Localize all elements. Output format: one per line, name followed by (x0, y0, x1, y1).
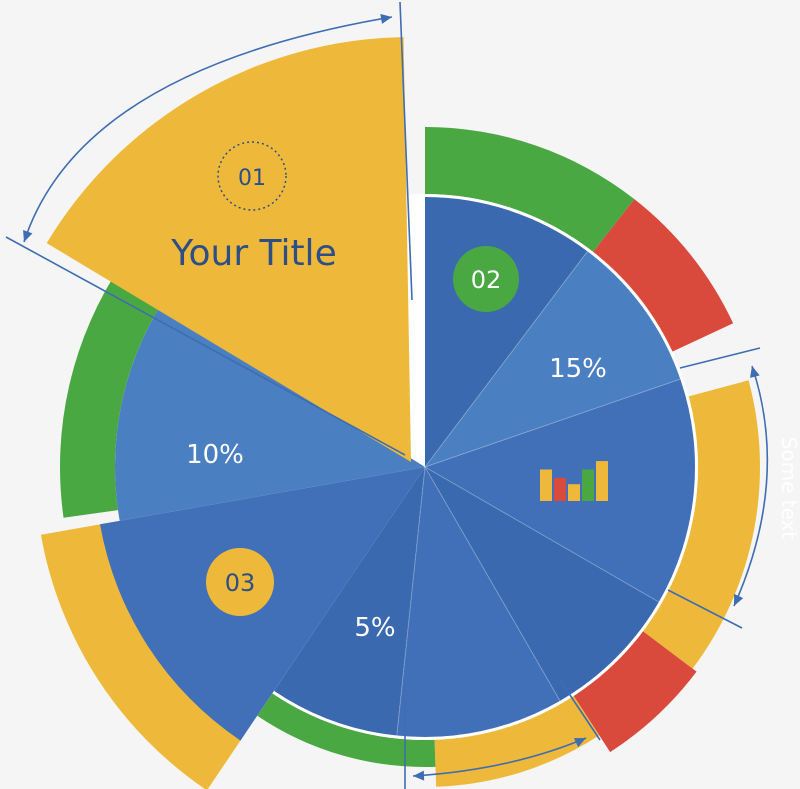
mini-bar (540, 469, 552, 501)
ring-red-top (593, 199, 734, 352)
mini-bar (568, 484, 580, 501)
slice-15-percent (425, 251, 681, 467)
arrow-head-title-end (380, 13, 392, 24)
arrow-head-bottom-left (413, 770, 425, 781)
slice-01-title (46, 37, 412, 462)
arrow-head-bottom-right (573, 738, 586, 748)
slice-divider (424, 251, 588, 468)
slice-divider (424, 378, 681, 468)
ring-green-top (425, 127, 635, 252)
slice-5-percent (274, 467, 425, 736)
ring-green-bottom (257, 693, 436, 767)
pie-slices (40, 37, 760, 789)
arrow-head-title-start (23, 229, 33, 242)
badge-03-circle (206, 548, 274, 616)
title-arc-arrow (23, 16, 393, 243)
dotted-circle-icon (217, 141, 287, 211)
ring-yellow-bottom (434, 695, 600, 787)
slice-divider (424, 466, 561, 702)
bottom-arc-arrow (412, 737, 587, 777)
title-slice-edge-line (399, 1, 413, 301)
ring-red-bottom (573, 631, 697, 753)
slice-bottom (396, 467, 560, 738)
title-slice-edge-line-left (5, 236, 406, 456)
bottom-edge-line-right (559, 679, 601, 741)
slice-number-01: 01 (238, 166, 266, 191)
mini-bar-chart-icon (540, 461, 608, 501)
slice-title: Your Title (170, 233, 336, 274)
percent-label-10: 10% (186, 440, 244, 470)
slice-right-lower (425, 467, 659, 701)
percent-label-5: 5% (354, 613, 395, 643)
mini-bar (582, 469, 594, 501)
arrow-head-right-bottom (734, 593, 744, 606)
right-edge-line-bottom (667, 589, 743, 629)
slice-divider (396, 466, 426, 736)
badge-02-circle (453, 246, 519, 312)
right-edge-line-top (679, 347, 761, 369)
ring-yellow-right (643, 380, 760, 669)
dimension-arrows (5, 1, 769, 789)
arrow-head-right-top (750, 366, 760, 378)
right-arc-arrow (733, 365, 769, 607)
ring-green-left (59, 262, 168, 518)
side-text: Some text (777, 437, 800, 540)
badge-02-label: 02 (471, 266, 502, 294)
slice-10-percent (115, 302, 426, 521)
badge-03-label: 03 (225, 569, 256, 597)
mini-bar (596, 461, 608, 501)
slice-divider (424, 466, 660, 603)
mini-bar (554, 477, 566, 501)
ring-yellow-left (40, 522, 247, 789)
percent-label-15: 15% (549, 354, 607, 384)
